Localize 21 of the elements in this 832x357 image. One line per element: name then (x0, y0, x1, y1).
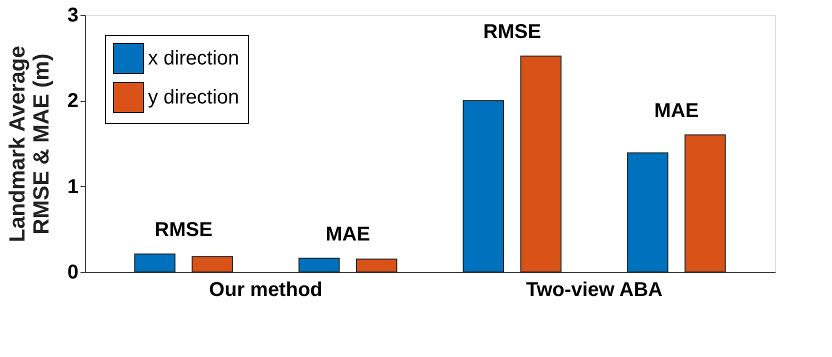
annotation: RMSE (154, 219, 212, 242)
y-tick-label: 0 (67, 262, 78, 284)
bar (192, 256, 233, 272)
bar (134, 254, 176, 272)
y-axis-title: Landmark Average RMSE & MAE (m) (4, 46, 54, 242)
bar (298, 258, 340, 272)
legend-label: y direction (148, 86, 240, 108)
text: Two-view ABA (526, 279, 663, 301)
bar (356, 258, 398, 272)
legend-label: x direction (148, 48, 240, 70)
text: Our method (209, 279, 322, 301)
bar (627, 152, 668, 272)
annotation: MAE (654, 100, 699, 122)
annotation: RMSE (483, 21, 542, 44)
y-tick-label: 1 (67, 176, 78, 198)
bar (684, 134, 726, 272)
y-tick-label: 2 (67, 90, 78, 112)
bar (520, 56, 562, 272)
annotation: MAE (326, 223, 370, 246)
bar (462, 100, 504, 272)
y-tick-label: 3 (67, 4, 78, 26)
